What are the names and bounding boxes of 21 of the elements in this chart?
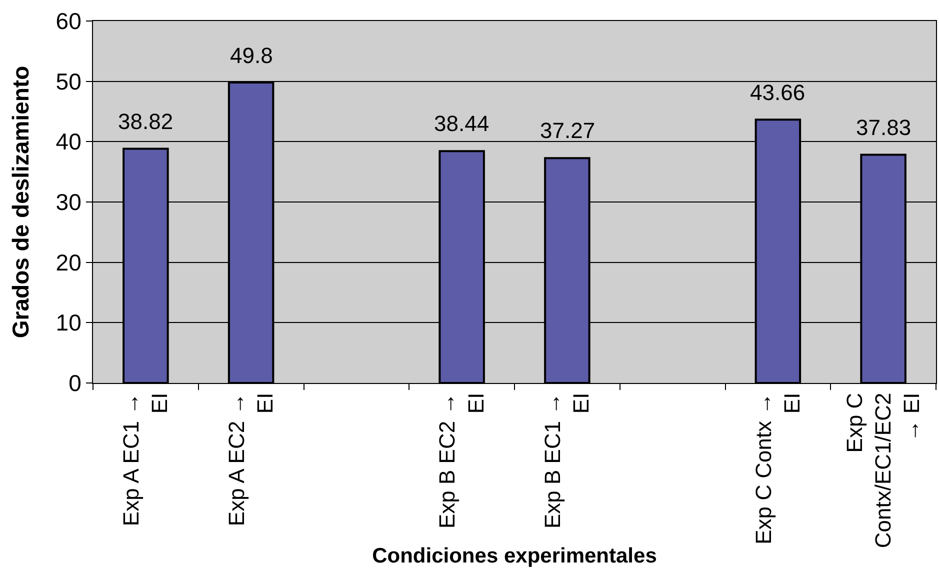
x-tick-label: Exp A EC2 → EI: [224, 392, 278, 526]
data-label: 37.27: [540, 118, 596, 143]
data-label: 38.44: [434, 111, 490, 136]
x-tick-label: Exp C Contx → EI: [750, 392, 804, 544]
y-tick-label: 30: [56, 189, 82, 216]
y-tick-label: 60: [56, 8, 82, 34]
y-tick-label: 40: [56, 128, 82, 155]
y-tick-label: 0: [68, 370, 82, 396]
data-label: 38.82: [118, 109, 174, 134]
y-tick-label: 20: [56, 249, 82, 276]
data-label: 43.66: [750, 80, 806, 105]
x-tick-label: Exp B EC1 → EI: [540, 392, 594, 529]
y-tick-label: 50: [56, 68, 82, 94]
y-tick-label: 10: [56, 310, 82, 336]
y-axis-title: Grados de deslizamiento: [7, 66, 34, 338]
data-label: 37.83: [856, 115, 912, 140]
x-tick-label: Exp B EC2 → EI: [434, 392, 488, 529]
x-axis-title: Condiciones experimentales: [372, 544, 657, 568]
x-tick-label: Exp A EC1 → EI: [118, 392, 172, 526]
x-tick-label: Exp C Contx/EC1/EC2 → EI: [842, 392, 924, 548]
data-label: 49.8: [230, 43, 273, 68]
